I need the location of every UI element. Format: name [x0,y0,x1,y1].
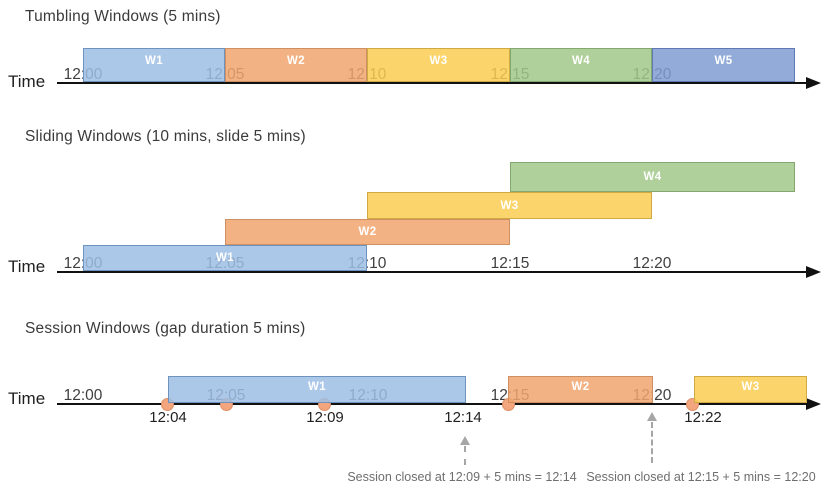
session-window-w2: W2 [508,376,653,403]
sliding-window-w4: W4 [510,162,795,192]
tumbling-time-axis-label: Time [8,72,46,91]
tumbling-window-w5: W5 [652,48,795,82]
session-axis-arrowhead-icon [806,398,821,410]
sliding-window-w2: W2 [225,219,510,245]
event-time-1214: 12:14 [444,409,482,426]
tumbling-title: Tumbling Windows (5 mins) [25,8,221,25]
tumbling-window-w3-label: W3 [429,55,448,67]
sliding-title: Sliding Windows (10 mins, slide 5 mins) [25,128,306,145]
sliding-window-w3: W3 [367,192,652,219]
session-close-arrow-1-head-icon [460,436,470,445]
session-close-arrow-1-shaft [464,446,466,465]
session-window-w3-label: W3 [741,381,760,393]
session-window-w1: W1 [168,376,466,403]
session-time-axis-label: Time [8,389,46,408]
sliding-window-w3-label: W3 [500,199,519,212]
session-close-arrow-2-head-icon [647,412,657,421]
event-time-1222: 12:22 [684,409,722,426]
sliding-time-axis-label: Time [8,257,46,276]
session-close-arrow-2-shaft [651,422,653,463]
sliding-window-w4-label: W4 [643,171,662,183]
event-time-1209: 12:09 [306,409,344,426]
tumbling-window-w5-label: W5 [714,55,733,67]
sliding-tick-1220: 12:20 [632,255,672,272]
sliding-tick-1215: 12:15 [490,255,530,272]
event-time-1204: 12:04 [149,409,187,426]
sliding-axis-arrowhead-icon [806,266,821,278]
sliding-time-axis-line [57,271,809,273]
tumbling-window-w4: W4 [510,48,652,82]
tumbling-window-w1-label: W1 [144,55,164,67]
session-window-w2-label: W2 [571,381,590,393]
session-title: Session Windows (gap duration 5 mins) [25,320,306,337]
tumbling-window-w1: W1 [83,48,225,82]
session-window-w3: W3 [694,376,807,403]
tumbling-window-w2-label: W2 [286,55,306,67]
session-time-axis-line [57,403,809,405]
session-close-annotation-2: Session closed at 12:15 + 5 mins = 12:20 [586,470,816,484]
tumbling-time-axis-line [57,82,809,84]
sliding-window-w1-label: W1 [215,252,235,264]
session-window-w1-label: W1 [307,381,327,393]
sliding-window-w2-label: W2 [358,226,377,238]
session-close-annotation-1: Session closed at 12:09 + 5 mins = 12:14 [347,470,577,484]
sliding-window-w1: W1 [83,245,367,271]
session-tick-1200: 12:00 [63,387,103,404]
tumbling-window-w2: W2 [225,48,367,82]
tumbling-window-w3: W3 [367,48,510,82]
tumbling-axis-arrowhead-icon [806,77,821,89]
tumbling-window-w4-label: W4 [571,55,591,67]
